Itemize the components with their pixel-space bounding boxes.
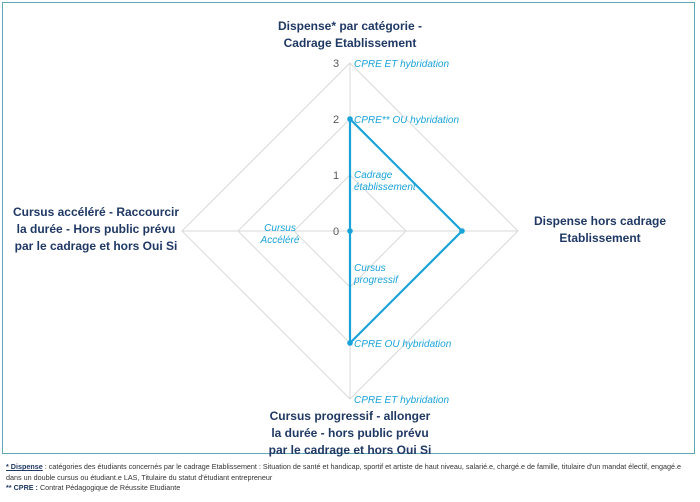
tick-label: 0 (333, 226, 339, 238)
annotation-label: CPRE** OU hybridation (354, 115, 459, 126)
tick-label: 2 (333, 114, 339, 126)
tick-label: 3 (333, 58, 339, 70)
data-point (459, 228, 465, 234)
radar-chart: 0 1 2 3 CPRE ET hybridation CPRE** OU hybrida… (181, 58, 519, 406)
footnote-text: : catégories des étudiants concernés par… (6, 462, 682, 482)
footnote-key: * Dispense (6, 462, 43, 471)
axis-label-top: Dispense* par catégorie - Cadrage Etabli… (277, 19, 423, 50)
annotation-label: Cursus progressif (353, 263, 399, 286)
annotation-label: CPRE ET hybridation (354, 59, 449, 70)
data-point (347, 116, 353, 122)
annotation-label: Cursus Accéléré (260, 223, 300, 246)
annotation-label: CPRE ET hybridation (354, 395, 449, 406)
tick-label: 1 (333, 170, 339, 182)
footnotes: * Dispense : catégories des étudiants co… (6, 462, 696, 494)
data-point (347, 340, 353, 346)
axis-label-bottom: Cursus progressif - allonger la durée - … (268, 409, 432, 457)
data-point (347, 228, 353, 234)
footnote-dispense: * Dispense : catégories des étudiants co… (6, 462, 696, 483)
chart-frame (2, 2, 695, 454)
annotation-label: CPRE OU hybridation (354, 339, 452, 350)
footnote-text: Contrat Pédagogique de Réussite Etudiant… (37, 483, 181, 492)
axis-label-left: Cursus accéléré - Raccourcir la durée - … (12, 205, 180, 253)
footnote-key: ** CPRE : (6, 483, 38, 492)
footnote-cpre: ** CPRE : Contrat Pédagogique de Réussit… (6, 483, 696, 494)
axis-label-right: Dispense hors cadrage Etablissement (533, 214, 667, 245)
annotation-label: Cadrage établissement (354, 170, 417, 193)
